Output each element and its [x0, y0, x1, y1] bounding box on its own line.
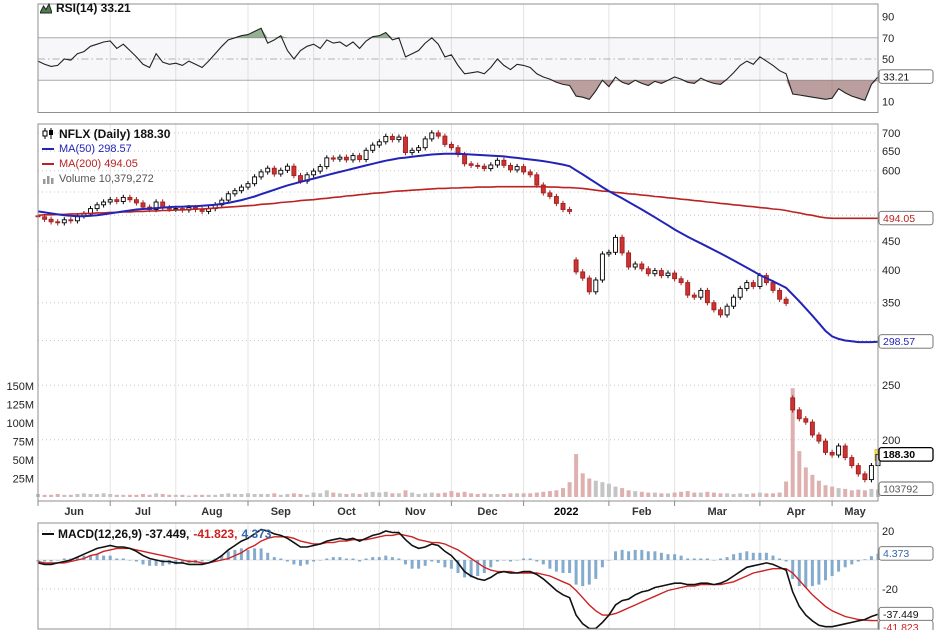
- svg-text:Jun: Jun: [64, 506, 84, 518]
- svg-text:75M: 75M: [13, 437, 34, 449]
- axis-value-boxes: 33.21 494.05 298.57 188.30 103792 4.373 -37.44…: [878, 69, 934, 630]
- price-gridlines: [38, 132, 878, 441]
- svg-text:200: 200: [882, 435, 900, 447]
- svg-text:4.373: 4.373: [883, 548, 909, 560]
- ma200-line-swatch: [42, 162, 54, 165]
- svg-text:Sep: Sep: [271, 506, 291, 518]
- rsi-legend: RSI(14) 33.21: [40, 1, 131, 15]
- symbol-label: NFLX (Daily) 188.30: [59, 126, 171, 141]
- svg-text:10: 10: [882, 96, 894, 108]
- volume-bars-icon: [42, 173, 54, 184]
- svg-text:450: 450: [882, 236, 900, 248]
- candlestick-icon: [42, 128, 54, 139]
- volume-row: Volume 10,379,272: [42, 171, 170, 186]
- svg-text:100M: 100M: [6, 418, 34, 430]
- macd-panel: [36, 528, 880, 630]
- svg-text:Oct: Oct: [337, 506, 356, 518]
- macd-legend: MACD(12,26,9) -37.449, -41.823, 4.373: [42, 527, 271, 541]
- svg-text:33.21: 33.21: [883, 71, 909, 83]
- ma50-label: MA(50) 298.57: [59, 142, 132, 155]
- rsi-panel: [37, 27, 879, 101]
- panel-borders: [37, 3, 879, 630]
- svg-text:188.30: 188.30: [883, 449, 915, 461]
- macd-label: MACD(12,26,9) -37.449,: [58, 527, 190, 541]
- svg-text:103792: 103792: [883, 484, 918, 496]
- macd-signal-value: -41.823,: [193, 527, 238, 541]
- svg-text:298.57: 298.57: [883, 336, 915, 348]
- svg-text:90: 90: [882, 12, 894, 24]
- svg-text:600: 600: [882, 166, 900, 178]
- svg-text:50M: 50M: [13, 455, 34, 467]
- svg-text:Aug: Aug: [201, 506, 222, 518]
- vertical-gridlines: [109, 4, 833, 629]
- svg-text:-37.449: -37.449: [883, 609, 919, 621]
- svg-text:Mar: Mar: [707, 506, 727, 518]
- svg-text:494.05: 494.05: [883, 213, 915, 225]
- candlesticks: [35, 130, 881, 483]
- symbol-row: NFLX (Daily) 188.30: [42, 126, 170, 141]
- ma50-line-swatch: [42, 147, 54, 150]
- svg-text:700: 700: [882, 128, 900, 140]
- ma200-line: [37, 185, 878, 220]
- ma50-line: [37, 152, 879, 344]
- y-axis-labels: 90 70 50 10 700 650 600 450 400 350 250 200 20 -20 150…: [6, 12, 900, 596]
- date-axis: Jun Jul Aug Sep Oct Nov Dec 2022 Feb Mar Apr May: [37, 501, 867, 518]
- rsi-indicator-icon: [40, 2, 52, 14]
- svg-text:650: 650: [882, 146, 900, 158]
- svg-text:20: 20: [882, 526, 894, 538]
- svg-text:2022: 2022: [554, 506, 578, 518]
- svg-text:50: 50: [882, 54, 894, 66]
- svg-text:May: May: [844, 506, 866, 518]
- svg-text:350: 350: [882, 298, 900, 310]
- svg-text:125M: 125M: [6, 400, 34, 412]
- svg-text:70: 70: [882, 33, 894, 45]
- svg-text:Feb: Feb: [632, 506, 652, 518]
- macd-line-swatch: [42, 533, 54, 535]
- volume-label: Volume 10,379,272: [59, 172, 154, 185]
- svg-text:250: 250: [882, 380, 900, 392]
- svg-text:Nov: Nov: [405, 506, 427, 518]
- volume-bars: [36, 388, 880, 497]
- svg-text:25M: 25M: [13, 474, 34, 486]
- svg-text:Dec: Dec: [477, 506, 497, 518]
- ma50-row: MA(50) 298.57: [42, 141, 170, 156]
- svg-text:Apr: Apr: [787, 506, 807, 518]
- rsi-legend-label: RSI(14) 33.21: [56, 1, 131, 15]
- ma200-row: MA(200) 494.05: [42, 156, 170, 171]
- ma200-label: MA(200) 494.05: [59, 157, 138, 170]
- price-legend: NFLX (Daily) 188.30 MA(50) 298.57 MA(200…: [42, 126, 170, 186]
- svg-text:400: 400: [882, 265, 900, 277]
- svg-text:-20: -20: [882, 584, 898, 596]
- svg-text:-41.823: -41.823: [883, 622, 919, 630]
- svg-text:150M: 150M: [6, 381, 34, 393]
- macd-hist-value: 4.373: [241, 527, 272, 541]
- svg-text:Jul: Jul: [135, 506, 151, 518]
